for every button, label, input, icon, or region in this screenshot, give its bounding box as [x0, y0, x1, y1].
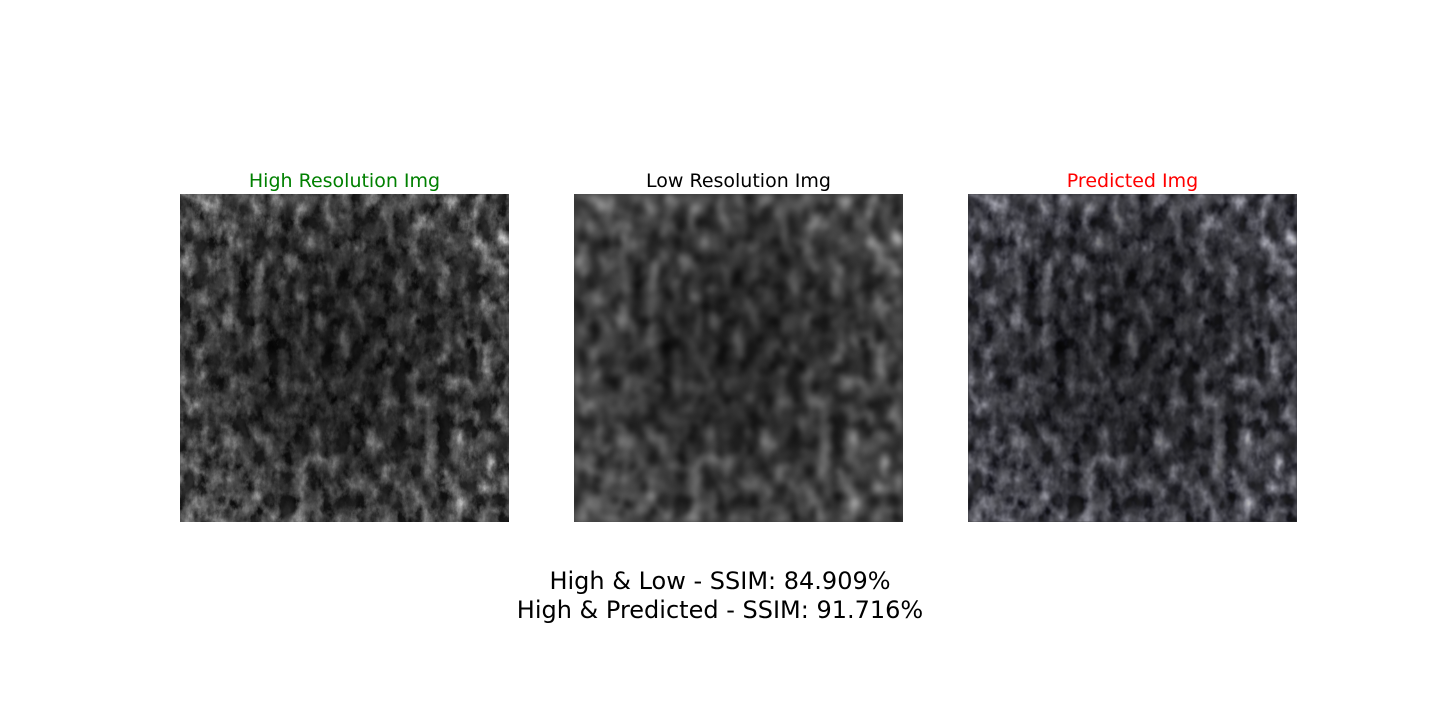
high-resolution-image	[180, 194, 509, 522]
low-resolution-title: Low Resolution Img	[646, 170, 831, 192]
low-resolution-image	[574, 194, 903, 522]
ssim-high-low-caption: High & Low - SSIM: 84.909%	[549, 567, 891, 595]
high-resolution-title: High Resolution Img	[248, 170, 441, 192]
ssim-high-predicted-caption: High & Predicted - SSIM: 91.716%	[516, 596, 924, 624]
predicted-title: Predicted Img	[1066, 170, 1199, 192]
predicted-image	[968, 194, 1297, 522]
